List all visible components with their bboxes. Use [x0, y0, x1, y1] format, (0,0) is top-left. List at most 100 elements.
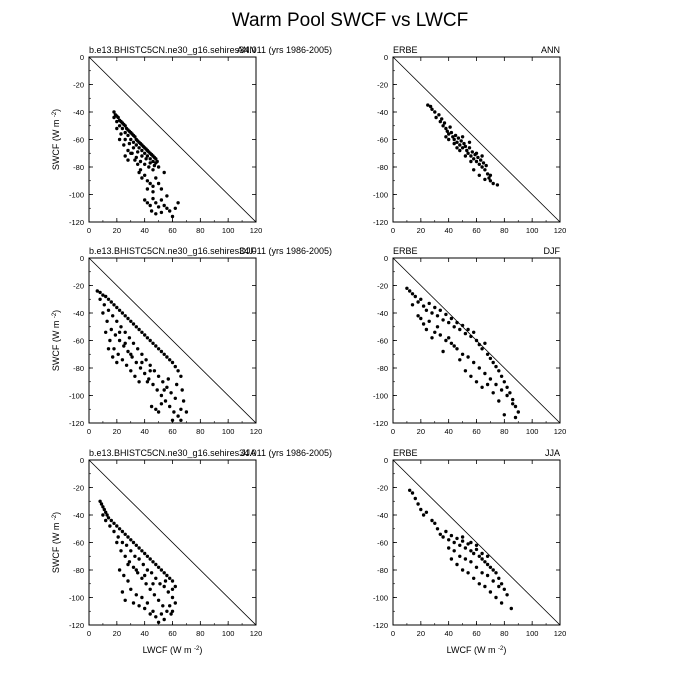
data-point — [497, 584, 501, 589]
data-point — [434, 115, 438, 120]
y-tick-label: -100 — [69, 594, 84, 603]
data-point — [137, 604, 141, 608]
chart-title: Warm Pool SWCF vs LWCF — [231, 10, 469, 31]
data-point — [499, 601, 504, 605]
data-point — [477, 582, 481, 586]
data-point — [124, 543, 129, 547]
data-point — [119, 132, 123, 136]
data-point — [117, 527, 122, 531]
data-point — [447, 320, 451, 325]
data-point — [173, 601, 177, 605]
reference-line — [88, 257, 257, 424]
data-point — [152, 369, 157, 373]
data-point — [145, 179, 150, 183]
data-point — [169, 391, 173, 395]
data-point — [424, 308, 429, 312]
data-point — [511, 397, 515, 402]
y-tick-label: -120 — [373, 621, 388, 630]
data-point — [126, 133, 130, 138]
x-tick-label: 80 — [196, 226, 204, 235]
data-point — [480, 154, 484, 158]
data-point — [491, 360, 495, 365]
data-point — [497, 369, 501, 373]
data-point — [145, 601, 150, 605]
data-point — [480, 347, 484, 351]
data-point — [149, 209, 154, 213]
data-point — [98, 297, 102, 301]
data-point — [120, 529, 125, 534]
data-point — [134, 325, 138, 329]
data-point — [433, 521, 437, 525]
reference-line — [392, 459, 561, 626]
reference-line — [88, 56, 257, 223]
data-point — [428, 104, 433, 109]
data-point — [162, 203, 166, 208]
data-point — [410, 491, 415, 495]
data-point — [485, 352, 490, 356]
data-point — [140, 148, 144, 153]
data-point — [122, 143, 126, 147]
y-tick-label: -20 — [73, 81, 84, 90]
data-point — [161, 380, 165, 384]
data-point — [129, 538, 133, 542]
data-point — [106, 308, 111, 312]
x-tick-label: 120 — [250, 226, 263, 235]
x-tick-label: 100 — [222, 427, 235, 436]
data-point — [494, 571, 498, 575]
y-tick-label: -100 — [373, 392, 388, 401]
data-point — [477, 173, 481, 177]
data-point — [101, 505, 105, 509]
data-point — [485, 172, 490, 176]
data-point — [116, 535, 120, 539]
data-point — [170, 587, 175, 591]
data-point — [170, 595, 175, 600]
data-point — [165, 206, 169, 210]
data-point — [421, 322, 426, 326]
data-point — [472, 330, 476, 334]
data-point — [137, 327, 141, 332]
x-tick-label: 100 — [222, 629, 235, 638]
data-point — [483, 584, 487, 589]
data-point — [508, 391, 512, 395]
data-point — [485, 554, 490, 558]
data-point — [466, 327, 470, 332]
data-point — [437, 113, 441, 117]
data-point — [101, 513, 105, 517]
data-point — [124, 363, 129, 367]
panel-season-label: DJF — [240, 246, 257, 256]
data-point — [179, 374, 183, 378]
data-point — [162, 352, 166, 356]
data-point — [102, 507, 107, 512]
data-point — [173, 396, 177, 400]
data-point — [455, 140, 459, 144]
data-point — [156, 598, 161, 602]
data-point — [476, 155, 480, 160]
x-tick-label: 80 — [196, 629, 204, 638]
data-point — [452, 325, 456, 329]
data-point — [127, 336, 132, 340]
data-point — [488, 377, 493, 381]
data-point — [162, 571, 166, 575]
data-point — [511, 402, 515, 406]
data-point — [136, 162, 140, 166]
data-point — [143, 551, 147, 556]
data-point — [120, 358, 125, 362]
data-point — [123, 330, 127, 334]
data-point — [416, 502, 420, 506]
data-point — [426, 103, 430, 107]
data-point — [133, 554, 137, 558]
data-point — [147, 165, 151, 169]
data-point — [408, 488, 412, 492]
data-point — [156, 205, 161, 209]
data-point — [129, 137, 133, 142]
data-point — [159, 402, 164, 406]
data-point — [456, 136, 461, 140]
data-point — [442, 121, 447, 125]
data-point — [502, 587, 506, 591]
panel-left-label: ERBE — [393, 448, 418, 458]
data-point — [176, 201, 180, 205]
data-point — [491, 568, 495, 572]
x-tick-label: 40 — [140, 226, 148, 235]
data-point — [435, 314, 440, 318]
